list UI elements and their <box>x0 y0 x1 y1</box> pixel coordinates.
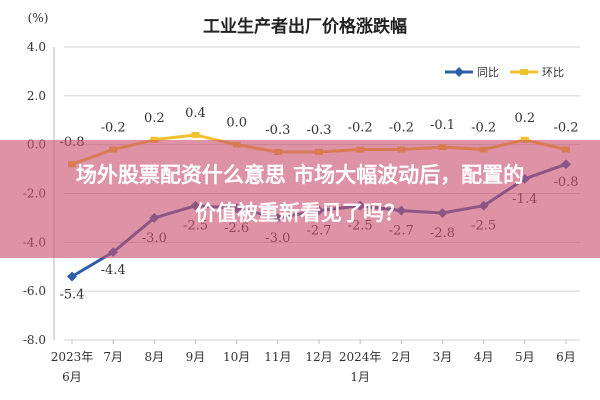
x-tick-label: 8月 <box>145 350 165 364</box>
data-label-mom: -0.2 <box>389 121 414 136</box>
y-tick-label: -8.0 <box>23 333 46 347</box>
legend: 同比 环比 <box>445 66 564 79</box>
legend-label-1: 同比 <box>477 66 499 79</box>
x-tick-label: 2月 <box>392 350 412 364</box>
legend-label-2: 环比 <box>542 66 564 79</box>
banner-overlay <box>0 140 600 258</box>
data-label-mom: 0.2 <box>144 111 165 126</box>
data-label-mom: -0.3 <box>306 123 331 138</box>
data-label-mom: -0.2 <box>553 121 578 136</box>
x-tick-label: 4月 <box>474 350 494 364</box>
data-label-mom: 0.0 <box>226 116 247 131</box>
x-tick-label: 1月 <box>350 370 370 384</box>
data-label-mom: -0.3 <box>265 123 290 138</box>
data-point-mom <box>150 136 159 143</box>
x-tick-label: 6月 <box>62 370 82 384</box>
legend-marker <box>454 67 464 77</box>
x-tick-label: 11月 <box>264 350 291 364</box>
x-tick-label: 10月 <box>223 350 250 364</box>
data-label-yoy: -4.4 <box>101 263 126 278</box>
y-tick-label: -6.0 <box>23 284 46 298</box>
x-tick-label: 12月 <box>305 350 332 364</box>
x-tick-label: 6月 <box>556 350 576 364</box>
x-tick-label: 5月 <box>515 350 535 364</box>
y-tick-label: 2.0 <box>27 89 46 103</box>
y-tick-label: 4.0 <box>27 40 46 54</box>
data-label-mom: 0.4 <box>185 106 206 121</box>
data-point-mom <box>191 131 200 138</box>
banner-headline[interactable]: 场外股票配资什么意思 市场大幅波动后，配置的 价值被重新看见了吗？ <box>0 156 600 232</box>
x-tick-label: 9月 <box>186 350 206 364</box>
data-point-mom <box>520 136 529 143</box>
x-tick-label: 3月 <box>433 350 453 364</box>
data-label-mom: -0.2 <box>101 121 126 136</box>
x-tick-label: 7月 <box>103 350 123 364</box>
data-label-mom: -0.2 <box>471 121 496 136</box>
banner-headline-line2: 价值被重新看见了吗？ <box>195 201 405 225</box>
chart-title: 工业生产者出厂价格涨跌幅 <box>203 16 407 37</box>
data-label-yoy: -5.4 <box>59 288 84 303</box>
x-tick-label: 2024年 <box>339 350 382 364</box>
data-label-mom: -0.2 <box>348 121 373 136</box>
data-label-mom: -0.1 <box>430 118 455 133</box>
y-axis-unit: (%) <box>28 11 49 25</box>
legend-marker <box>520 69 528 75</box>
banner-headline-line1: 场外股票配资什么意思 市场大幅波动后，配置的 <box>75 163 525 187</box>
x-tick-label: 2023年 <box>51 350 94 364</box>
data-label-mom: 0.2 <box>514 111 535 126</box>
